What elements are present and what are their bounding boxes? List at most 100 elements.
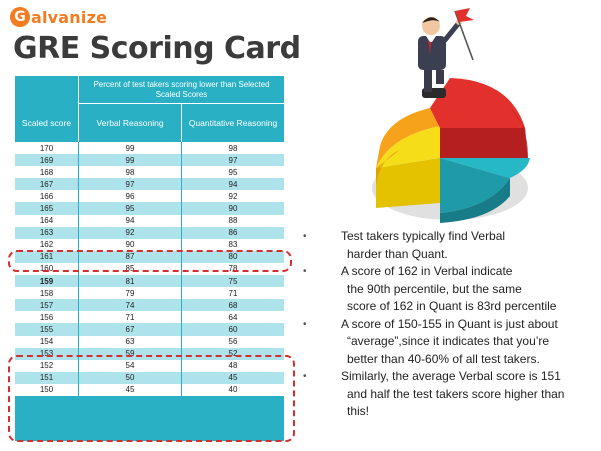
note-line: Similarly, the average Verbal score is 1… — [341, 369, 561, 383]
quant-cell: 97 — [181, 154, 284, 167]
verbal-cell: 85 — [78, 262, 181, 276]
quant-cell: 64 — [181, 311, 284, 324]
score-cell: 153 — [39, 349, 54, 359]
quant-cell: 88 — [181, 214, 284, 227]
note-item: • A score of 150-155 in Quant is just abo… — [303, 316, 598, 369]
score-cell: 170 — [39, 143, 54, 153]
verbal-cell: 63 — [78, 335, 181, 348]
note-line: score of 162 in Quant is 83rd percentile — [347, 299, 557, 313]
table-row: 169 99 97 — [15, 154, 284, 167]
table-row: 167 97 94 — [15, 178, 284, 191]
verbal-cell: 71 — [78, 311, 181, 324]
quant-cell: 68 — [181, 299, 284, 312]
table-row: 162 90 83 — [15, 238, 284, 251]
highlight-150-155 — [8, 355, 295, 442]
note-line: better than 40-60% of all test takers. — [347, 351, 540, 366]
table-row: 152 54 48 — [15, 359, 284, 372]
header-verbal: Verbal Reasoning — [78, 104, 181, 142]
table-row: 160 85 78 — [15, 262, 284, 276]
table-row: 154 63 56 — [15, 335, 284, 348]
quant-cell: 45 — [181, 371, 284, 384]
table-row: 151 50 45 — [15, 371, 284, 384]
verbal-cell: 98 — [78, 166, 181, 179]
note-line: this! — [347, 404, 370, 418]
table-row: 168 98 95 — [15, 166, 284, 179]
header-scaled-score: Scaled score — [21, 118, 72, 128]
verbal-cell: 97 — [78, 178, 181, 191]
score-cell: 165 — [39, 204, 54, 214]
note-item: • A score of 162 in Verbal indicate the 90… — [303, 263, 598, 316]
table-row: 158 79 71 — [15, 287, 284, 300]
score-cell: 162 — [39, 240, 54, 250]
table-row: 157 74 68 — [15, 299, 284, 312]
bullet-icon: • — [303, 318, 307, 330]
table-row: 165 95 90 — [15, 202, 284, 215]
table-row: 156 71 64 — [15, 311, 284, 324]
score-cell: 168 — [39, 167, 54, 177]
logo-mark: G — [10, 7, 30, 27]
note-line: A score of 150-155 in Quant is just abou… — [341, 316, 558, 331]
businessman-pie-illustration — [372, 8, 530, 223]
quant-cell: 86 — [181, 226, 284, 239]
verbal-cell: 81 — [78, 275, 181, 288]
score-cell: 154 — [39, 337, 54, 347]
quant-cell: 52 — [181, 347, 284, 360]
bullet-icon: • — [303, 266, 307, 277]
verbal-cell: 67 — [78, 323, 181, 336]
quant-cell: 94 — [181, 178, 284, 191]
quant-cell: 95 — [181, 166, 284, 179]
note-line: the 90th percentile, but the same — [347, 281, 522, 296]
quant-cell: 48 — [181, 359, 284, 372]
verbal-cell: 87 — [78, 250, 181, 263]
bullet-icon: • — [303, 371, 307, 382]
score-cell: 159 — [39, 276, 54, 286]
quant-cell: 40 — [181, 383, 284, 396]
verbal-cell: 54 — [78, 359, 181, 372]
verbal-cell: 79 — [78, 287, 181, 300]
quant-cell: 71 — [181, 287, 284, 300]
score-cell: 156 — [39, 312, 54, 322]
verbal-cell: 99 — [78, 154, 181, 167]
quant-cell: 83 — [181, 238, 284, 251]
highlight-162 — [8, 250, 292, 272]
quant-cell: 56 — [181, 335, 284, 348]
quant-cell: 80 — [181, 250, 284, 263]
notes-list: • Test takers typically find Verbal harder… — [303, 228, 598, 421]
logo-text: alvanize — [31, 7, 108, 27]
score-cell: 151 — [39, 373, 54, 383]
verbal-cell: 90 — [78, 238, 181, 251]
note-item: • Test takers typically find Verbal harder… — [303, 228, 598, 263]
note-line: harder than Quant. — [347, 246, 448, 261]
score-cell: 167 — [39, 179, 54, 189]
score-cell: 169 — [39, 155, 54, 165]
score-cell: 152 — [39, 361, 54, 371]
verbal-cell: 45 — [78, 383, 181, 396]
score-cell: 150 — [39, 385, 54, 395]
verbal-cell: 96 — [78, 190, 181, 203]
verbal-cell: 59 — [78, 347, 181, 360]
table-body: 170 99 98 169 99 97 168 98 95 167 97 94 166 96 92 165 95… — [15, 142, 284, 396]
verbal-cell: 50 — [78, 371, 181, 384]
quant-cell: 75 — [181, 275, 284, 288]
score-cell: 160 — [39, 264, 54, 274]
note-line: and half the test takers score higher th… — [347, 386, 565, 401]
verbal-cell: 99 — [78, 142, 181, 155]
table-row: 150 45 40 — [15, 383, 284, 396]
quant-cell: 98 — [181, 142, 284, 155]
table-row: 170 99 98 — [15, 142, 284, 155]
note-line: A score of 162 in Verbal indicate — [341, 264, 513, 278]
score-cell: 157 — [39, 300, 54, 310]
verbal-cell: 92 — [78, 226, 181, 239]
verbal-cell: 94 — [78, 214, 181, 227]
table-row: 164 94 88 — [15, 214, 284, 227]
quant-cell: 92 — [181, 190, 284, 203]
header-quant: Quantitative Reasoning — [181, 104, 284, 142]
note-item: • Similarly, the average Verbal score is … — [303, 368, 598, 421]
galvanize-logo: G alvanize — [10, 6, 107, 28]
table-row: 155 67 60 — [15, 323, 284, 336]
table-row: 159 81 75 — [15, 275, 284, 288]
quant-cell: 60 — [181, 323, 284, 336]
verbal-cell: 95 — [78, 202, 181, 215]
score-cell: 166 — [39, 191, 54, 201]
score-cell: 155 — [39, 324, 54, 334]
